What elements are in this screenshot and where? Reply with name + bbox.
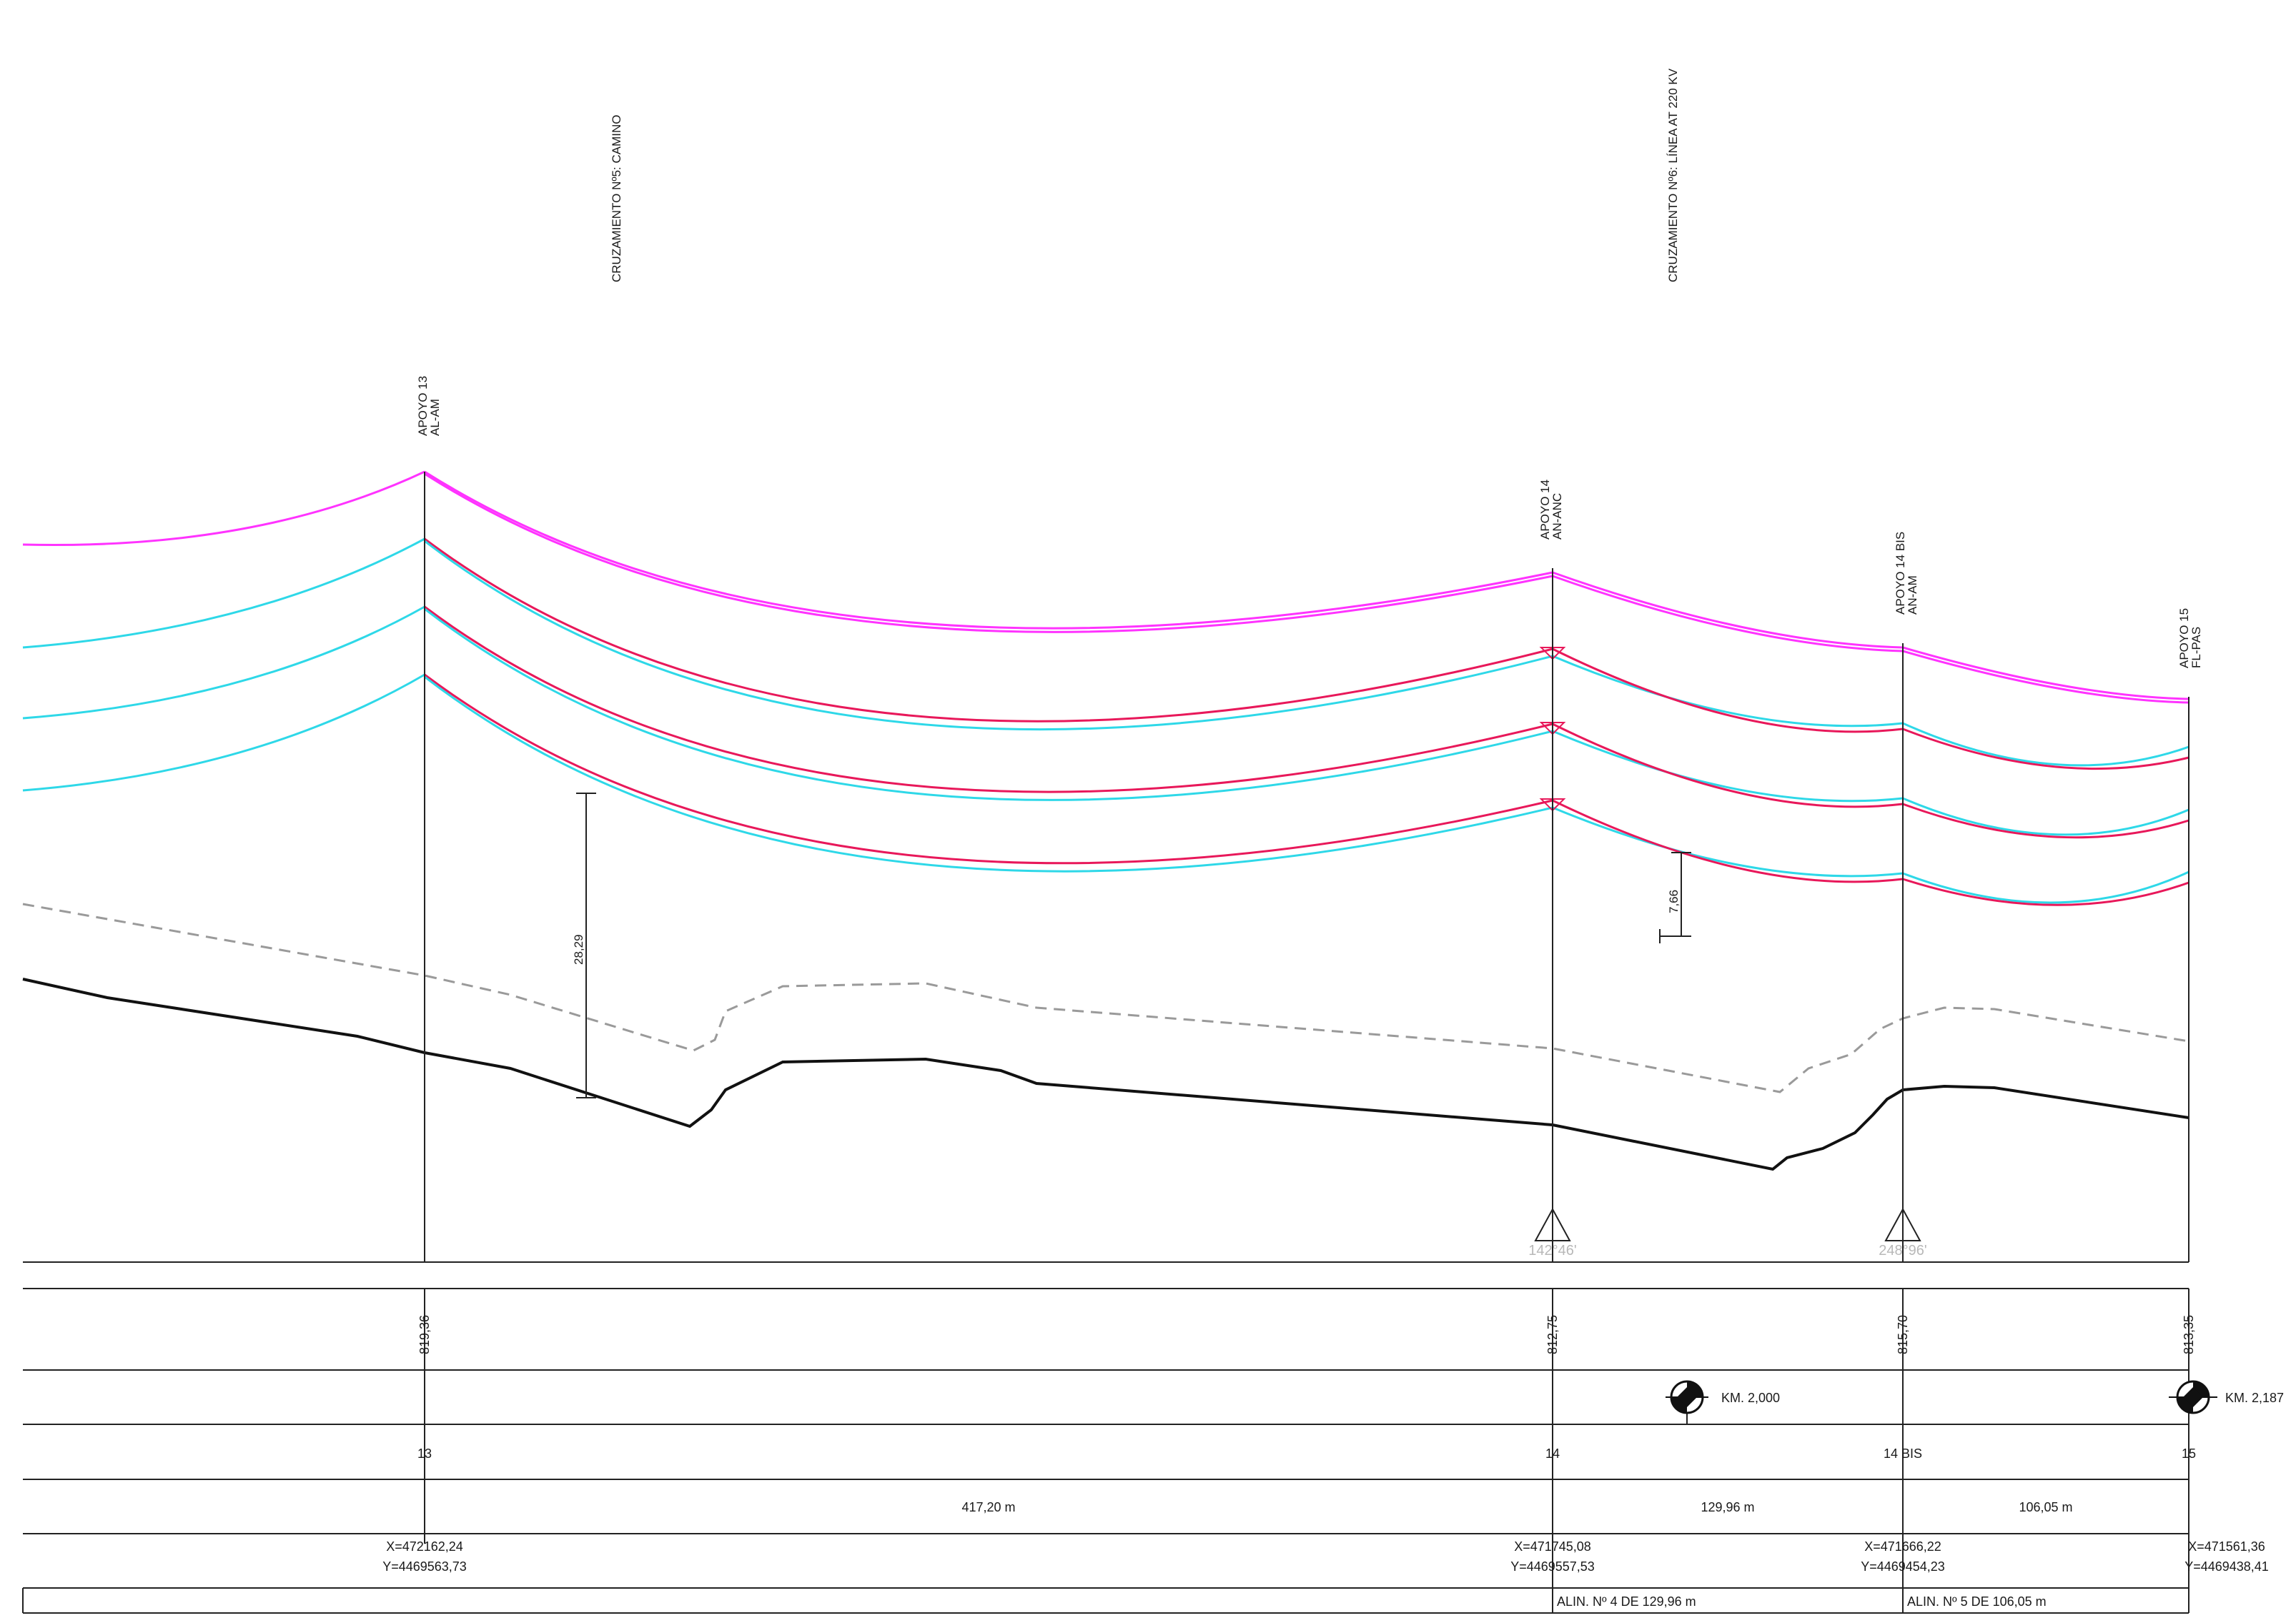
- clearance-dimension-2: 7,66: [1660, 853, 1691, 943]
- conductors-left-span: [23, 539, 425, 790]
- conductors-span-14-14bis: [1553, 649, 1903, 882]
- svg-text:14: 14: [1545, 1446, 1560, 1461]
- svg-text:ALIN. Nº 4 DE 129,96 m: ALIN. Nº 4 DE 129,96 m: [1557, 1594, 1696, 1609]
- coordinates-row: X=472162,24 Y=4469563,73 X=471745,08 Y=4…: [382, 1539, 2269, 1574]
- km-marker-2187: KM. 2,187: [2169, 1381, 2284, 1413]
- svg-text:ALIN. Nº 5 DE 106,05 m: ALIN. Nº 5 DE 106,05 m: [1907, 1594, 2047, 1609]
- safety-distance-line: [23, 904, 2189, 1092]
- km-marker-2000: KM. 2,000: [1666, 1381, 1780, 1413]
- svg-text:X=471561,36: X=471561,36: [2188, 1539, 2265, 1554]
- svg-text:248°96': 248°96': [1879, 1243, 1926, 1259]
- support-label-15: APOYO 15 FL-PAS: [2177, 608, 2203, 668]
- alignment-row: ALIN. Nº 4 DE 129,96 m ALIN. Nº 5 DE 106…: [1557, 1594, 2047, 1609]
- svg-text:417,20 m: 417,20 m: [961, 1500, 1015, 1514]
- elevation-14: 812,75: [1545, 1315, 1560, 1354]
- elevation-14-bis: 815,70: [1896, 1315, 1910, 1354]
- support-lines: [425, 472, 2189, 1262]
- svg-text:14 BIS: 14 BIS: [1884, 1446, 1922, 1461]
- svg-text:Y=4469557,53: Y=4469557,53: [1510, 1559, 1595, 1574]
- km-marker-icon: [1666, 1381, 1708, 1413]
- svg-text:13: 13: [417, 1446, 432, 1461]
- support-label-14: APOYO 14 AN-ANC: [1538, 480, 1564, 540]
- span-length-row: 417,20 m 129,96 m 106,05 m: [961, 1500, 2072, 1514]
- support-label-14-bis: APOYO 14 BIS AN-AM: [1894, 532, 1919, 615]
- support-label-13: APOYO 13 AL-AM: [416, 376, 442, 436]
- conductors-span-14bis-15: [1903, 723, 2189, 905]
- svg-text:15: 15: [2182, 1446, 2196, 1461]
- svg-text:AL-AM: AL-AM: [428, 399, 442, 436]
- support-number-row: 13 14 14 BIS 15: [417, 1446, 2196, 1461]
- elevation-13: 819,36: [417, 1315, 432, 1354]
- svg-text:142°46': 142°46': [1528, 1243, 1576, 1259]
- svg-text:Y=4469438,41: Y=4469438,41: [2184, 1559, 2269, 1574]
- svg-text:KM. 2,187: KM. 2,187: [2225, 1391, 2284, 1405]
- svg-text:7,66: 7,66: [1667, 890, 1681, 913]
- terrain-profile: [23, 979, 2189, 1169]
- svg-text:AN-ANC: AN-ANC: [1550, 493, 1564, 540]
- svg-text:AN-AM: AN-AM: [1906, 575, 1919, 615]
- svg-text:FL-PAS: FL-PAS: [2189, 627, 2203, 668]
- km-marker-icon: [2169, 1381, 2217, 1413]
- svg-text:Y=4469563,73: Y=4469563,73: [382, 1559, 467, 1574]
- crossing-label-5: CRUZAMIENTO Nº5: CAMINO: [610, 115, 623, 282]
- clearance-dimension-1: 28,29: [572, 793, 596, 1098]
- elevation-15: 813,35: [2182, 1315, 2196, 1354]
- svg-text:X=471666,22: X=471666,22: [1864, 1539, 1941, 1554]
- ground-wire: [23, 472, 2189, 703]
- crossing-label-6: CRUZAMIENTO Nº6: LÍNEA AT 220 KV: [1666, 68, 1680, 282]
- elevation-row: 819,36 812,75 815,70 813,35: [417, 1315, 2196, 1354]
- svg-text:X=471745,08: X=471745,08: [1514, 1539, 1591, 1554]
- svg-text:X=472162,24: X=472162,24: [386, 1539, 463, 1554]
- svg-text:129,96 m: 129,96 m: [1701, 1500, 1754, 1514]
- conductors-main-span: [425, 539, 1553, 871]
- svg-text:Y=4469454,23: Y=4469454,23: [1861, 1559, 1945, 1574]
- svg-text:KM. 2,000: KM. 2,000: [1721, 1391, 1780, 1405]
- svg-text:106,05 m: 106,05 m: [2019, 1500, 2072, 1514]
- svg-text:28,29: 28,29: [572, 934, 585, 965]
